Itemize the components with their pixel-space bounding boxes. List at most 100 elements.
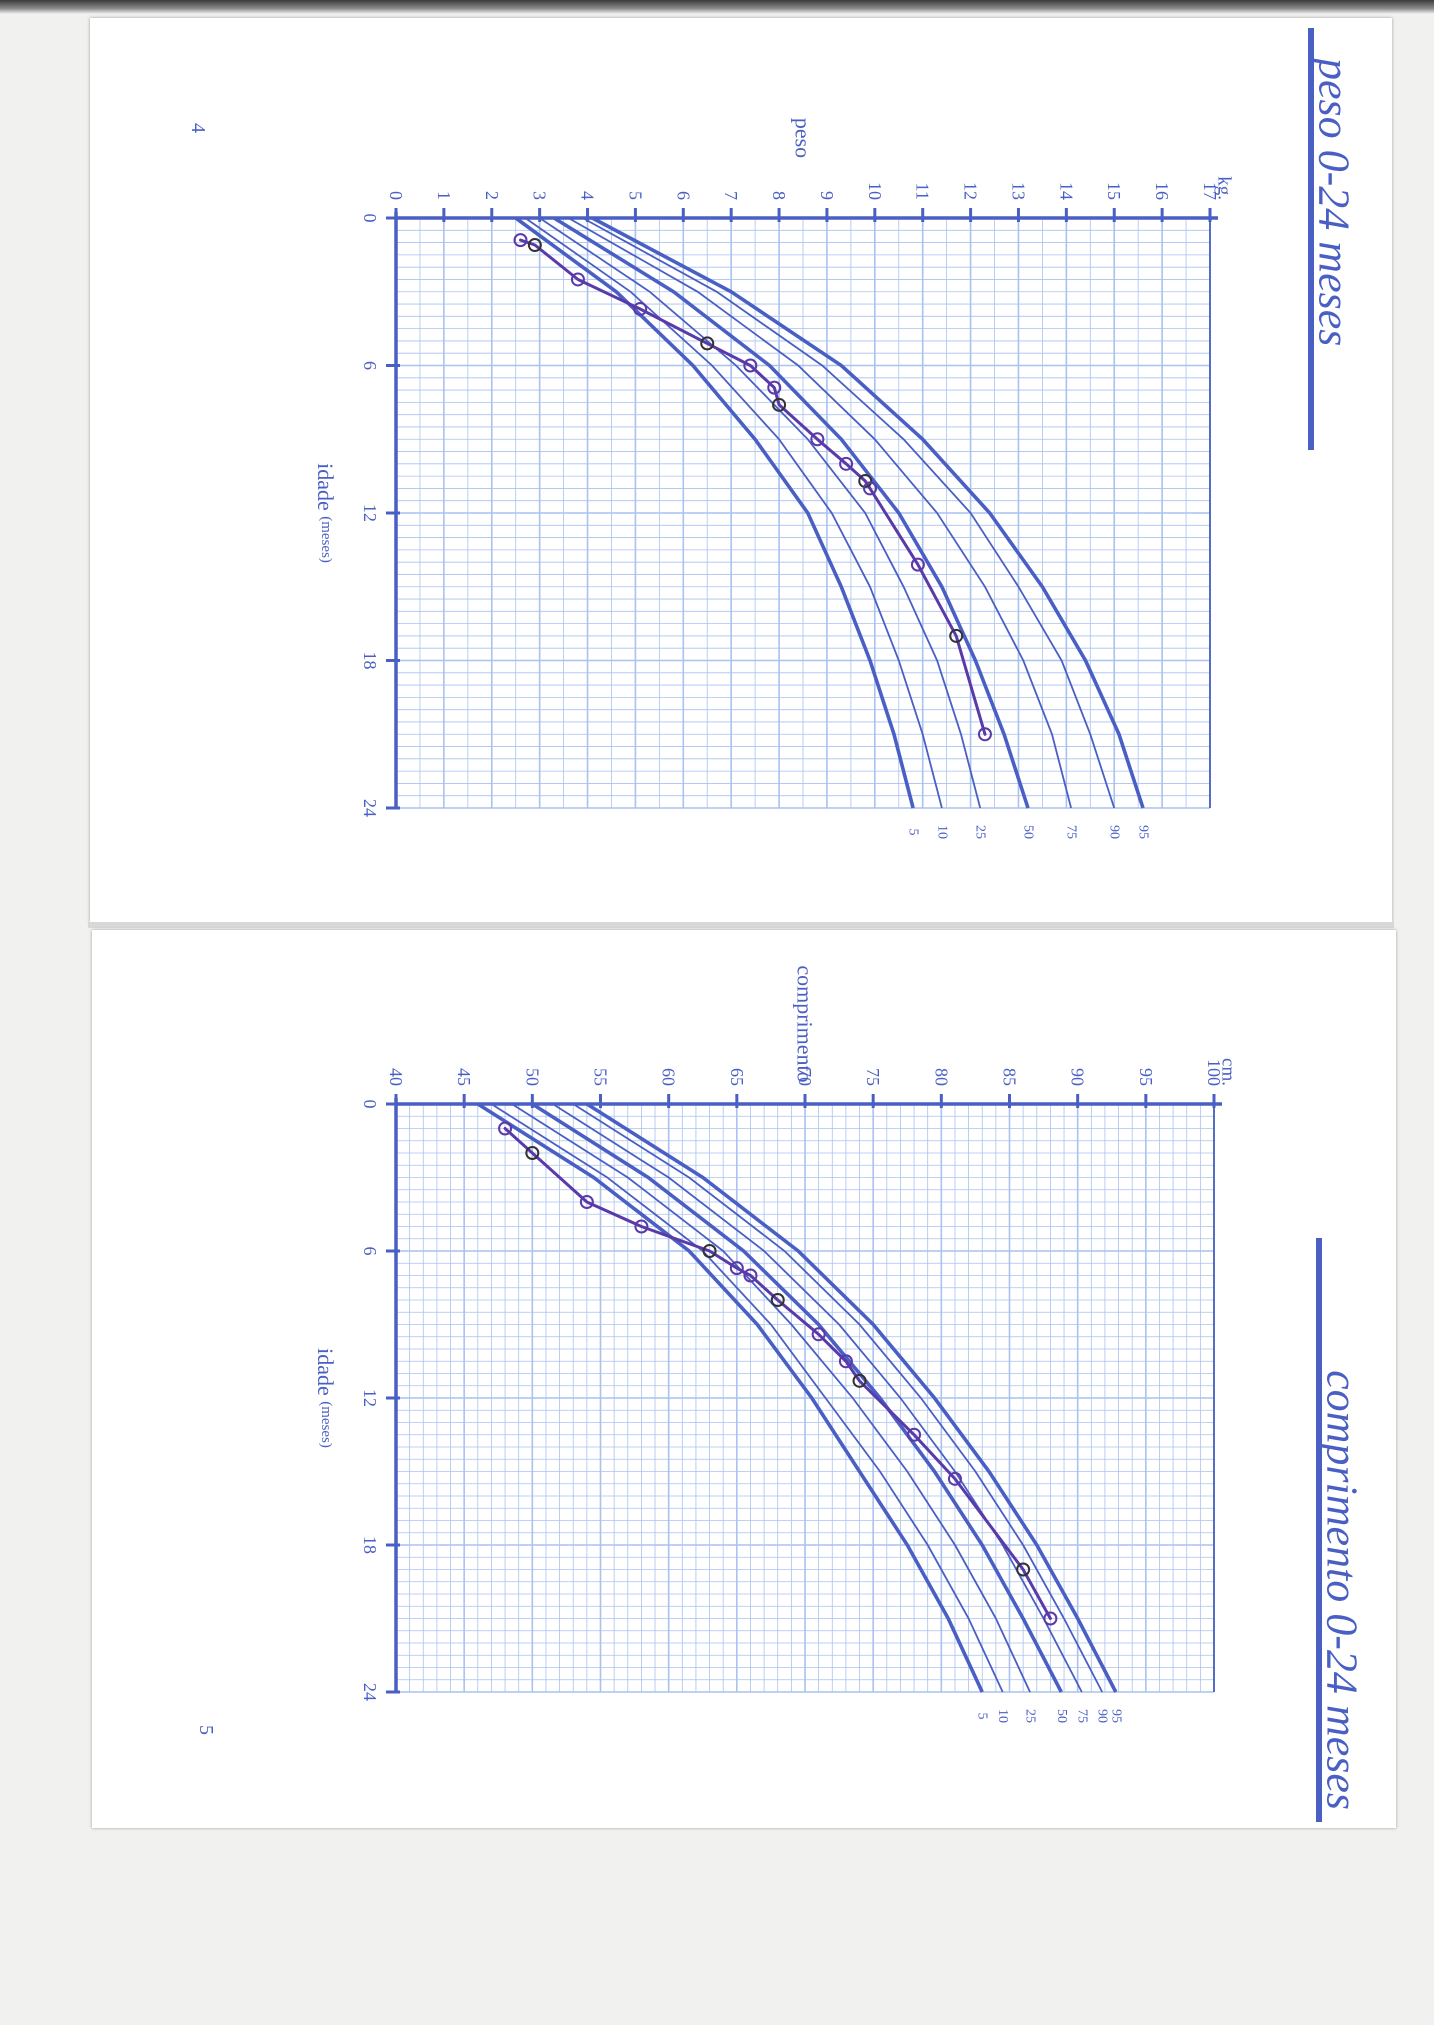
child-measurement-point (498, 1121, 513, 1136)
value-tick-label: 95 (1136, 1068, 1156, 1086)
age-axis-unit: (meses) (318, 1401, 334, 1448)
percentile-label-p95: 95 (1108, 1709, 1123, 1723)
age-axis-label-text: idade (314, 463, 339, 516)
child-measurement-point (634, 1219, 649, 1234)
title-bar (1308, 28, 1314, 450)
value-tick-label: 50 (522, 1068, 542, 1086)
value-tick-label: 6 (673, 191, 693, 200)
percentile-label-p90: 90 (1107, 825, 1122, 839)
child-growth-line (503, 1127, 1052, 1620)
percentile-curve-p5 (514, 216, 915, 809)
percentile-label-p10: 10 (995, 1709, 1010, 1723)
child-measurement-point (770, 1293, 785, 1307)
child-growth-line (519, 238, 987, 736)
child-measurement-point (949, 628, 964, 643)
value-tick-label: 40 (386, 1068, 406, 1086)
page-title: comprimento 0-24 meses (1318, 1370, 1367, 1810)
value-tick-label: 17 (1200, 182, 1220, 200)
value-tick-label: 100 (1204, 1059, 1224, 1086)
grid (395, 217, 1211, 809)
value-tick-label: 80 (931, 1068, 951, 1086)
age-tick-label: 18 (360, 652, 380, 670)
value-tick-label: 60 (659, 1068, 679, 1086)
age-tick-label: 6 (360, 1247, 380, 1256)
value-tick-label: 13 (1008, 182, 1028, 200)
percentile-label-p90: 90 (1095, 1709, 1110, 1723)
child-measurement-point (811, 1327, 826, 1342)
value-tick-label: 65 (727, 1068, 747, 1086)
percentile-label-p25: 25 (1022, 1709, 1037, 1723)
child-measurement-point (702, 1244, 717, 1258)
age-tick-label: 6 (360, 361, 380, 370)
child-measurement-point (863, 481, 878, 496)
value-tick-label: 3 (530, 191, 550, 200)
percentile-label-p50: 50 (1021, 825, 1036, 839)
age-tick-label: 24 (360, 1683, 380, 1701)
unit-label: cm. (1218, 1058, 1239, 1086)
value-tick-label: 4 (578, 191, 598, 200)
page-title: peso 0-24 meses (1310, 55, 1359, 346)
page-comprimento: 40 45 50 55 60 65 70 75 80 85 90 95 100 cm. compriment… (92, 930, 1396, 1828)
percentile-curve-p95 (585, 1102, 1118, 1693)
quantity-label: comprimento (793, 965, 818, 1082)
page-fold (88, 922, 1394, 928)
value-tick-label: 85 (1000, 1068, 1020, 1086)
scan-top-edge (0, 0, 1434, 14)
child-measurement-point (513, 233, 528, 248)
child-measurement-point (910, 557, 925, 572)
age-axis-label: idade (meses) (314, 463, 339, 563)
age-tick-label: 0 (360, 214, 380, 223)
age-axis-label: idade (meses) (314, 1348, 339, 1448)
child-measurement-point (858, 474, 873, 489)
percentile-curve-p90 (572, 1103, 1103, 1693)
value-tick-label: 16 (1152, 182, 1172, 200)
value-tick-label: 10 (865, 182, 885, 200)
age-tick-label: 24 (360, 799, 380, 817)
child-measurement-point (947, 1471, 962, 1486)
child-measurement-point (838, 1354, 853, 1369)
percentile-label-p50: 50 (1054, 1709, 1069, 1723)
value-tick-label: 1 (434, 191, 454, 200)
child-measurement-point (767, 380, 782, 395)
child-measurement-point (907, 1427, 922, 1442)
value-tick-label: 11 (913, 183, 933, 200)
value-tick-label: 12 (961, 182, 981, 200)
percentile-curve-p90 (582, 217, 1116, 809)
percentile-curve-p50 (553, 216, 1030, 809)
value-tick-label: 55 (591, 1068, 611, 1086)
percentile-curve-p10 (490, 1103, 1004, 1693)
value-tick-label: 75 (863, 1068, 883, 1086)
title-bar (1316, 1238, 1322, 1822)
age-axis-unit: (meses) (318, 516, 334, 563)
value-tick-label: 9 (817, 191, 837, 200)
value-tick-label: 0 (386, 191, 406, 200)
child-measurement-point (852, 1373, 867, 1388)
child-measurement-point (729, 1261, 744, 1276)
age-axis-label-text: idade (314, 1348, 339, 1401)
value-tick-label: 90 (1068, 1068, 1088, 1086)
percentile-curve-p25 (511, 1103, 1031, 1693)
child-measurement-point (743, 358, 758, 373)
value-tick-label: 15 (1104, 182, 1124, 200)
percentile-curve-p75 (567, 217, 1072, 809)
value-tick-label: 14 (1056, 182, 1076, 200)
percentile-label-p25: 25 (973, 825, 988, 839)
percentile-label-p5: 5 (906, 829, 921, 836)
value-tick-label: 2 (482, 191, 502, 200)
child-measurement-point (579, 1195, 594, 1209)
child-measurement-point (570, 272, 585, 287)
value-tick-label: 45 (454, 1068, 474, 1086)
child-measurement-point (810, 432, 825, 447)
percentile-curve-p25 (539, 217, 982, 809)
child-measurement-point (1043, 1611, 1058, 1626)
child-measurement-point (977, 727, 992, 742)
value-tick-label: 7 (721, 191, 741, 200)
percentile-label-p5: 5 (975, 1713, 990, 1720)
percentile-label-p75: 75 (1064, 825, 1079, 839)
quantity-label: peso (791, 118, 816, 158)
child-measurement-point (839, 456, 854, 471)
value-tick-label: 8 (769, 191, 789, 200)
child-measurement-point (700, 336, 715, 351)
child-measurement-point (1016, 1562, 1031, 1577)
child-measurement-point (743, 1268, 758, 1283)
